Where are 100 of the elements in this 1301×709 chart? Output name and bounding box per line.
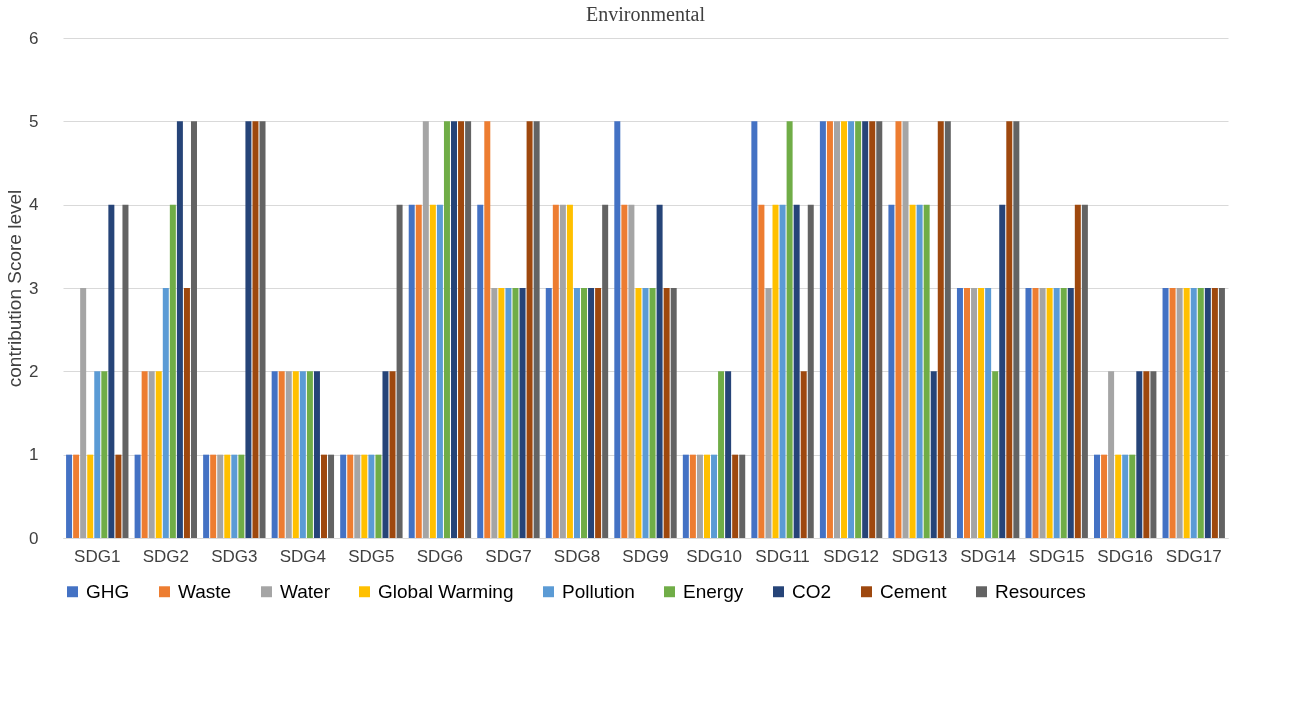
legend-label: Pollution bbox=[562, 580, 635, 602]
bar bbox=[552, 204, 559, 538]
bar bbox=[1162, 288, 1169, 538]
x-tick-label: SDG3 bbox=[211, 546, 258, 566]
bar bbox=[1218, 288, 1225, 538]
bar bbox=[1143, 371, 1150, 538]
bar bbox=[614, 121, 621, 538]
bar bbox=[1053, 288, 1060, 538]
bar bbox=[176, 121, 183, 538]
bar bbox=[595, 288, 602, 538]
bar bbox=[533, 121, 540, 538]
bar bbox=[902, 121, 909, 538]
bar bbox=[458, 121, 465, 538]
bar bbox=[869, 121, 876, 538]
bar bbox=[1115, 454, 1122, 538]
bar bbox=[1183, 288, 1190, 538]
bar bbox=[368, 454, 375, 538]
bar bbox=[299, 371, 306, 538]
bar bbox=[1094, 454, 1101, 538]
bar bbox=[937, 121, 944, 538]
bar bbox=[635, 288, 642, 538]
bar bbox=[477, 204, 484, 538]
y-axis-title: contribution Score level bbox=[4, 189, 26, 388]
bar bbox=[1197, 288, 1204, 538]
bar bbox=[526, 121, 533, 538]
bar bbox=[696, 454, 703, 538]
bar bbox=[978, 288, 985, 538]
bar bbox=[841, 121, 848, 538]
legend-label: Resources bbox=[995, 580, 1086, 602]
bar bbox=[916, 204, 923, 538]
bar bbox=[682, 454, 689, 538]
bar bbox=[758, 204, 765, 538]
bar bbox=[210, 454, 217, 538]
bar bbox=[354, 454, 361, 538]
bar bbox=[252, 121, 259, 538]
bar bbox=[245, 121, 252, 538]
legend-label: Waste bbox=[178, 580, 232, 602]
legend-label: Global Warming bbox=[378, 580, 514, 602]
x-tick-label: SDG17 bbox=[1165, 546, 1222, 566]
bar bbox=[545, 288, 552, 538]
bar bbox=[217, 454, 224, 538]
bar bbox=[169, 204, 176, 538]
bar bbox=[1108, 371, 1115, 538]
bar bbox=[328, 454, 335, 538]
x-tick-label: SDG4 bbox=[279, 546, 326, 566]
bar bbox=[465, 121, 472, 538]
y-tick-label: 5 bbox=[29, 111, 39, 131]
bar bbox=[382, 371, 389, 538]
x-tick-label: SDG11 bbox=[755, 546, 810, 566]
bar bbox=[484, 121, 491, 538]
bar bbox=[930, 371, 937, 538]
legend-label: Water bbox=[280, 580, 331, 602]
bar bbox=[751, 121, 758, 538]
bar bbox=[115, 454, 122, 538]
x-tick-label: SDG12 bbox=[823, 546, 879, 566]
bar bbox=[396, 204, 403, 538]
x-tick-label: SDG7 bbox=[485, 546, 532, 566]
bar bbox=[800, 371, 807, 538]
bar bbox=[944, 121, 951, 538]
bar bbox=[999, 204, 1006, 538]
chart-title: Environmental bbox=[586, 3, 706, 25]
bar bbox=[259, 121, 266, 538]
bar bbox=[429, 204, 436, 538]
bar bbox=[451, 121, 458, 538]
bar bbox=[155, 371, 162, 538]
bar bbox=[1169, 288, 1176, 538]
bar bbox=[183, 288, 190, 538]
bar bbox=[1190, 288, 1197, 538]
bar bbox=[375, 454, 382, 538]
bar bbox=[573, 288, 580, 538]
bar bbox=[602, 204, 609, 538]
bar bbox=[1013, 121, 1020, 538]
bar bbox=[718, 371, 725, 538]
bar bbox=[80, 288, 87, 538]
bar bbox=[422, 121, 429, 538]
bar bbox=[141, 371, 148, 538]
bar bbox=[134, 454, 141, 538]
y-tick-label: 6 bbox=[29, 28, 39, 48]
bar bbox=[765, 288, 772, 538]
bar bbox=[190, 121, 197, 538]
bar bbox=[505, 288, 512, 538]
y-tick-label: 4 bbox=[29, 195, 39, 215]
x-tick-label: SDG5 bbox=[348, 546, 395, 566]
bar bbox=[663, 288, 670, 538]
bar bbox=[443, 121, 450, 538]
bar bbox=[94, 371, 101, 538]
bar bbox=[588, 288, 595, 538]
bar bbox=[1122, 454, 1129, 538]
bar bbox=[1060, 288, 1067, 538]
bar bbox=[566, 204, 573, 538]
bar bbox=[772, 204, 779, 538]
bar bbox=[1032, 288, 1039, 538]
bar bbox=[203, 454, 210, 538]
bar bbox=[779, 204, 786, 538]
bar bbox=[1006, 121, 1013, 538]
bar bbox=[87, 454, 94, 538]
bar bbox=[739, 454, 746, 538]
bar bbox=[826, 121, 833, 538]
bar bbox=[1150, 371, 1157, 538]
bar bbox=[703, 454, 710, 538]
